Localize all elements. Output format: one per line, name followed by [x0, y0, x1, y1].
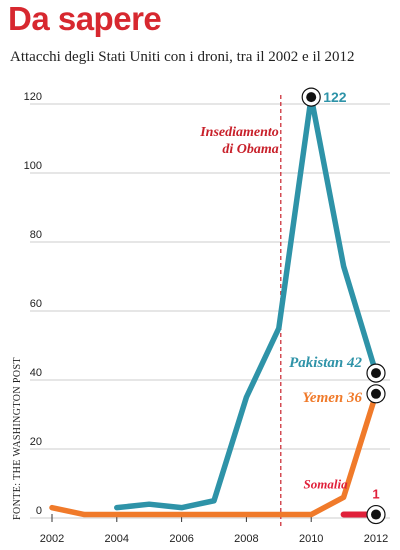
y-tick-label-20: 20	[30, 436, 42, 448]
y-tick-label-0: 0	[36, 505, 42, 517]
y-tick-label-120: 120	[24, 91, 42, 103]
x-tick-label-2012: 2012	[364, 533, 388, 545]
y-tick-label-100: 100	[24, 160, 42, 172]
event-label-line2: di Obama	[222, 142, 278, 157]
x-tick-label-2010: 2010	[299, 533, 323, 545]
y-tick-label-60: 60	[30, 298, 42, 310]
y-tick-label-40: 40	[30, 367, 42, 379]
series-line-yemen	[49, 391, 379, 518]
x-tick-label-2004: 2004	[105, 533, 129, 545]
somalia-label: Somalia	[304, 477, 349, 492]
page-title: Da sapere	[8, 0, 162, 37]
x-tick-label-2008: 2008	[234, 533, 258, 545]
somalia-value-label: 1	[372, 487, 379, 502]
y-tick-label-80: 80	[30, 229, 42, 241]
yemen-end-marker-dot	[371, 388, 381, 399]
pakistan-peak-marker-dot	[306, 92, 317, 103]
pakistan-end-marker-dot	[371, 368, 381, 379]
x-tick-label-2006: 2006	[169, 533, 193, 545]
series-line-pakistan	[114, 94, 379, 511]
pakistan-label: Pakistan 42	[289, 355, 362, 371]
x-tick-label-2002: 2002	[40, 533, 64, 545]
event-label-line1: Insediamento	[199, 125, 279, 140]
chart-subtitle: Attacchi degli Stati Uniti con i droni, …	[10, 49, 355, 65]
somalia-end-marker-dot	[371, 509, 381, 520]
yemen-label: Yemen 36	[302, 390, 362, 406]
peak-value-label: 122	[323, 89, 347, 105]
